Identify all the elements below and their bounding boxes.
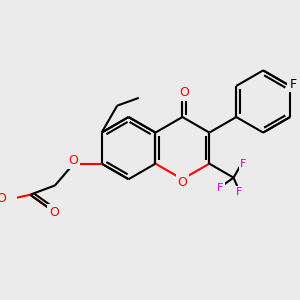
- Text: F: F: [289, 78, 296, 91]
- Text: O: O: [179, 86, 189, 99]
- Text: O: O: [49, 206, 59, 219]
- Text: F: F: [236, 187, 242, 197]
- Text: F: F: [240, 160, 246, 170]
- Text: O: O: [68, 154, 78, 167]
- Text: O: O: [0, 192, 6, 205]
- Text: F: F: [217, 183, 224, 193]
- Text: O: O: [178, 176, 187, 188]
